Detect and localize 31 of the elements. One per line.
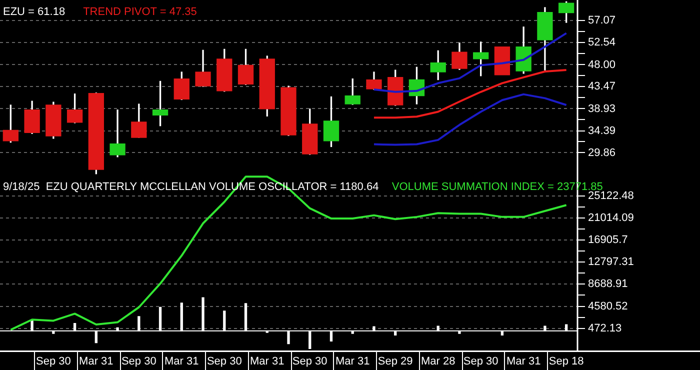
y-tick-label: 48.00 bbox=[588, 58, 616, 71]
y-tick-label: 472.13 bbox=[588, 322, 622, 334]
y-tick-label: 4580.52 bbox=[588, 300, 628, 312]
y-tick-label: 43.47 bbox=[588, 80, 616, 93]
candlestick bbox=[110, 110, 126, 158]
y-tick-label: 52.54 bbox=[588, 36, 616, 49]
x-tick-label: Sep 30 bbox=[292, 355, 328, 368]
y-tick-label: 12797.31 bbox=[588, 256, 634, 268]
x-tick-label: Sep 18 bbox=[548, 355, 584, 368]
x-tick-label: Mar 31 bbox=[79, 355, 114, 368]
x-tick-label: Sep 30 bbox=[36, 355, 71, 368]
x-tick-label: Sep 30 bbox=[206, 355, 242, 368]
x-tick-label: Mar 31 bbox=[250, 355, 284, 368]
y-tick-label: 57.07 bbox=[588, 14, 616, 27]
x-tick-label: Sep 29 bbox=[378, 355, 413, 368]
y-tick-label: 16905.7 bbox=[588, 234, 628, 246]
x-tick-label: Mar 31 bbox=[164, 355, 199, 368]
y-tick-label: 29.86 bbox=[588, 146, 616, 159]
candlestick bbox=[494, 46, 510, 76]
y-tick-label: 21014.09 bbox=[588, 212, 634, 224]
x-tick-label: Mar 28 bbox=[420, 355, 456, 368]
y-tick-label: 25122.48 bbox=[588, 190, 634, 202]
y-tick-label: 38.93 bbox=[588, 102, 616, 115]
x-tick-label: Sep 30 bbox=[463, 355, 498, 368]
x-tick-label: Sep 30 bbox=[121, 355, 156, 368]
y-tick-label: 34.39 bbox=[588, 124, 616, 137]
y-tick-label: 8688.91 bbox=[588, 278, 628, 290]
x-tick-label: Mar 31 bbox=[335, 355, 370, 368]
x-tick-label: Mar 31 bbox=[506, 355, 541, 368]
annotation: EZU = 61.18 bbox=[3, 6, 66, 18]
text: TREND PIVOT = 47.35 bbox=[83, 6, 197, 18]
